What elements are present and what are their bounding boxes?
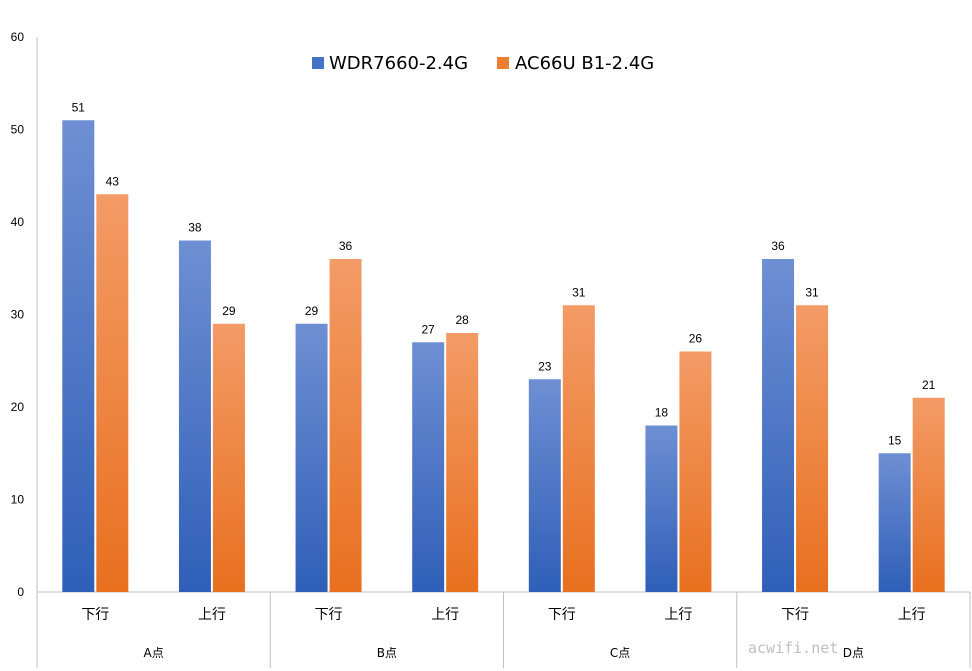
data-label: 23 bbox=[538, 359, 552, 373]
bar-series1 bbox=[178, 240, 211, 592]
x-tick-label: 上行 bbox=[431, 607, 459, 623]
bar-series1 bbox=[62, 120, 95, 592]
legend: WDR7660-2.4G AC66U B1-2.4G bbox=[312, 53, 654, 74]
data-label: 38 bbox=[188, 221, 202, 235]
bar-series2 bbox=[562, 305, 595, 592]
data-label: 28 bbox=[456, 313, 470, 327]
y-tick-label: 30 bbox=[11, 308, 25, 322]
x-tick-label: 下行 bbox=[548, 607, 576, 623]
data-label: 36 bbox=[771, 239, 785, 253]
data-label: 51 bbox=[72, 100, 86, 114]
bar-series2 bbox=[796, 305, 829, 592]
y-tick-label: 50 bbox=[11, 123, 25, 137]
bar-series1 bbox=[878, 453, 911, 592]
watermark: acwifi.net bbox=[748, 639, 838, 657]
data-label: 36 bbox=[339, 239, 353, 253]
legend-label: WDR7660-2.4G bbox=[329, 53, 468, 74]
bar-series2 bbox=[212, 323, 245, 592]
bar-series2 bbox=[96, 194, 129, 592]
data-label: 31 bbox=[805, 285, 819, 299]
data-labels: 51 38 29 27 23 18 36 15 43 29 36 28 31 26 31 21 bbox=[72, 100, 936, 447]
data-label: 21 bbox=[922, 378, 936, 392]
y-tick-label: 20 bbox=[11, 400, 25, 414]
bar-series2 bbox=[679, 351, 712, 592]
y-tick-label: 60 bbox=[11, 30, 25, 44]
x-tick-label: 下行 bbox=[315, 607, 343, 623]
group-label: D点 bbox=[843, 646, 864, 660]
data-label: 31 bbox=[572, 285, 586, 299]
x-tick-label: 下行 bbox=[781, 607, 809, 623]
x-tick-label: 上行 bbox=[198, 607, 226, 623]
data-label: 15 bbox=[888, 433, 902, 447]
x-tick-label: 上行 bbox=[664, 607, 692, 623]
x-tick-label: 下行 bbox=[81, 607, 109, 623]
bar-series2 bbox=[912, 397, 945, 592]
bar-series1 bbox=[645, 425, 678, 592]
axes: 0 10 20 30 40 50 60 下行 上行 A点 下行 上行 B点 下行 上行 C点 下行 上行 D点 bbox=[11, 30, 971, 668]
data-label: 43 bbox=[106, 174, 120, 188]
y-tick-label: 40 bbox=[11, 215, 25, 229]
x-tick-label: 上行 bbox=[898, 607, 926, 623]
y-tick-label: 0 bbox=[17, 585, 24, 599]
data-label: 27 bbox=[422, 322, 436, 336]
bar-series1 bbox=[528, 379, 561, 592]
bars bbox=[62, 120, 945, 592]
bar-series1 bbox=[295, 323, 328, 592]
legend-swatch bbox=[497, 57, 509, 69]
bar-series2 bbox=[329, 259, 362, 592]
legend-swatch bbox=[312, 57, 324, 69]
legend-label: AC66U B1-2.4G bbox=[515, 53, 654, 74]
data-label: 18 bbox=[655, 406, 669, 420]
data-label: 26 bbox=[689, 332, 703, 346]
data-label: 29 bbox=[305, 304, 319, 318]
bar-series1 bbox=[762, 259, 795, 592]
bar-series1 bbox=[412, 342, 445, 592]
y-tick-label: 10 bbox=[11, 493, 25, 507]
bar-series2 bbox=[446, 333, 479, 592]
group-label: C点 bbox=[610, 646, 630, 660]
group-label: B点 bbox=[377, 646, 397, 660]
group-label: A点 bbox=[144, 646, 164, 660]
data-label: 29 bbox=[222, 304, 236, 318]
